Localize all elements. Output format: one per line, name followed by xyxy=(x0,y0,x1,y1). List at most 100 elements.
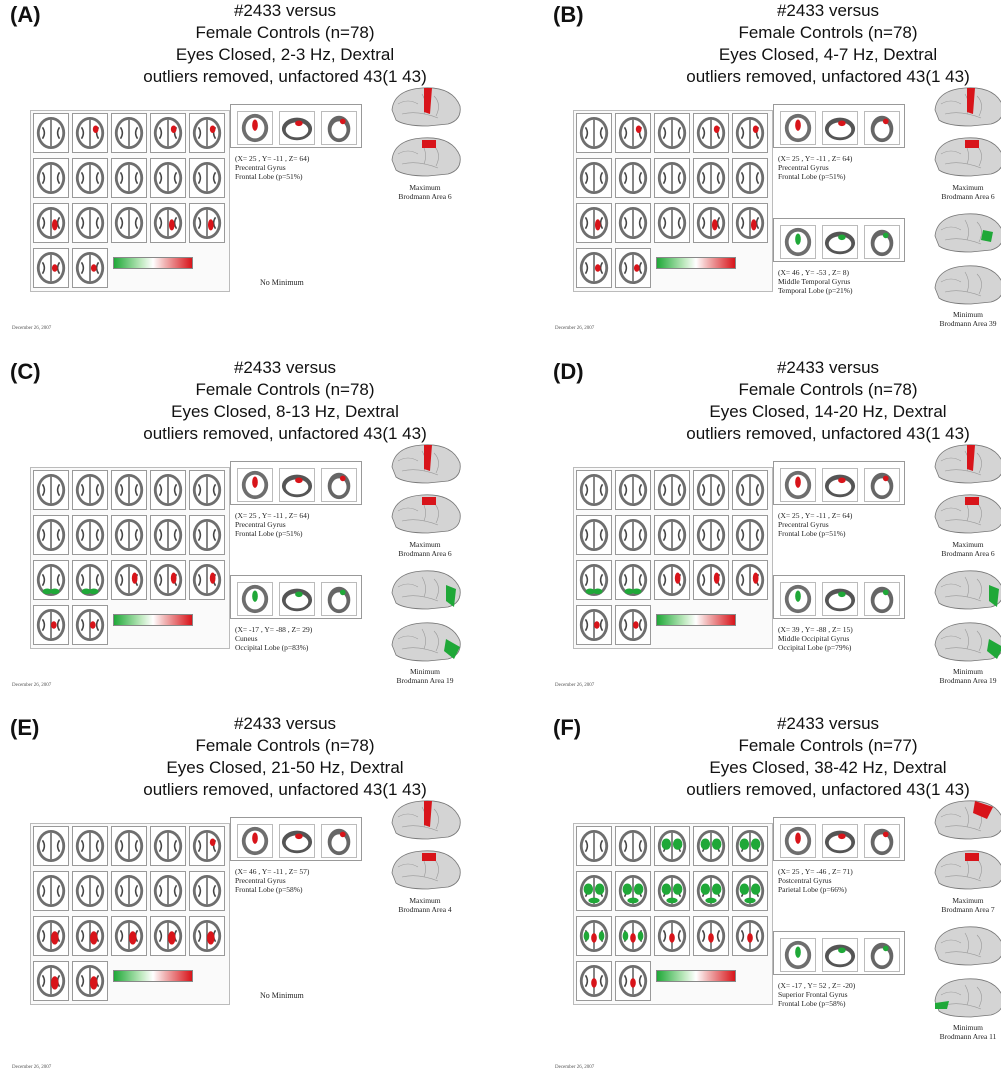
axial-brain-slice xyxy=(189,515,225,555)
axial-brain-slice xyxy=(150,158,186,198)
axial-brain-slice xyxy=(189,203,225,243)
orthogonal-views-minimum xyxy=(773,218,905,262)
brain-view xyxy=(780,938,816,972)
axial-brain-slice xyxy=(615,871,651,911)
axial-brain-slice xyxy=(72,826,108,866)
axial-brain-slice xyxy=(654,203,690,243)
maximum-location-text: (X= 25 , Y= -11 , Z= 64) Precentral Gyrus… xyxy=(778,511,852,538)
axial-brain-slice xyxy=(189,158,225,198)
axial-brain-slice xyxy=(576,560,612,600)
axial-brain-slice xyxy=(72,113,108,153)
figure-panel: (C) #2433 versus Female Controls (n=78) Eye… xyxy=(10,357,500,712)
brain-view xyxy=(237,582,273,616)
axial-brain-slice xyxy=(111,515,147,555)
cortex-medial-view xyxy=(388,619,464,665)
cortex-medial-view xyxy=(388,134,464,180)
caption-line: Maximum xyxy=(952,896,984,905)
location-line: Precentral Gyrus xyxy=(235,876,286,885)
caption-line: Brodmann Area 19 xyxy=(396,676,454,685)
panel-letter: (C) xyxy=(10,359,41,384)
axial-brain-slice xyxy=(693,470,729,510)
caption-line: Maximum xyxy=(409,540,441,549)
brain-view xyxy=(822,111,858,145)
orthogonal-views-minimum xyxy=(773,931,905,975)
panel-title: #2433 versus Female Controls (n=78) Eyes C… xyxy=(70,713,500,801)
orthogonal-views-maximum xyxy=(773,104,905,148)
minimum-location-text: (X= 39 , Y= -88 , Z= 15) Middle Occipital… xyxy=(778,625,853,652)
caption-line: Minimum xyxy=(952,1023,983,1032)
brain-view xyxy=(864,468,900,502)
cortex-medial-view xyxy=(931,975,1001,1021)
brain-view xyxy=(780,225,816,259)
date-stamp: December 26, 2007 xyxy=(12,683,52,688)
axial-brain-slice xyxy=(72,470,108,510)
axial-brain-slice xyxy=(615,113,651,153)
maximum-caption: Maximum Brodmann Area 6 xyxy=(923,183,1001,201)
brain-view xyxy=(237,111,273,145)
panel-letter: (B) xyxy=(553,2,584,27)
caption-line: Brodmann Area 6 xyxy=(398,192,452,201)
title-line: #2433 versus xyxy=(776,714,880,733)
location-line: Occipital Lobe (p=83%) xyxy=(235,643,309,652)
maximum-caption: Maximum Brodmann Area 7 xyxy=(923,896,1001,914)
brain-view xyxy=(279,824,315,858)
cortex-lateral-view xyxy=(931,567,1001,613)
cortex-medial-view xyxy=(931,491,1001,537)
cortex-medial-view xyxy=(931,134,1001,180)
cortex-medial-view xyxy=(931,847,1001,893)
figure-panel: (D) #2433 versus Female Controls (n=78) Eye… xyxy=(553,357,1001,712)
brain-view xyxy=(237,468,273,502)
cortex-medial-view xyxy=(931,619,1001,665)
panel-letter: (F) xyxy=(553,715,582,740)
title-line: Eyes Closed, 21-50 Hz, Dextral xyxy=(166,758,404,777)
axial-brain-slice xyxy=(72,248,108,288)
caption-line: Maximum xyxy=(409,183,441,192)
axial-slice-grid xyxy=(573,467,773,649)
minimum-caption: Minimum Brodmann Area 19 xyxy=(923,667,1001,685)
title-line: outliers removed, unfactored 43(1 43) xyxy=(143,780,427,799)
axial-brain-slice xyxy=(732,560,768,600)
title-line: Female Controls (n=78) xyxy=(738,380,918,399)
axial-brain-slice xyxy=(654,871,690,911)
axial-slice-grid xyxy=(30,823,230,1005)
cortex-lateral-view xyxy=(931,797,1001,843)
axial-brain-slice xyxy=(615,961,651,1001)
cortex-lateral-view xyxy=(388,567,464,613)
axial-brain-slice xyxy=(33,916,69,956)
axial-brain-slice xyxy=(654,560,690,600)
axial-brain-slice xyxy=(654,470,690,510)
axial-brain-slice xyxy=(576,961,612,1001)
axial-brain-slice xyxy=(615,826,651,866)
location-line: Precentral Gyrus xyxy=(778,520,829,529)
title-line: #2433 versus xyxy=(233,358,337,377)
minimum-location-text: (X= -17 , Y= -88 , Z= 29) Cuneus Occipital… xyxy=(235,625,312,652)
title-line: outliers removed, unfactored 43(1 43) xyxy=(686,424,970,443)
brain-view xyxy=(822,938,858,972)
axial-brain-slice xyxy=(111,871,147,911)
maximum-location-text: (X= 25 , Y= -46 , Z= 71) Postcentral Gyru… xyxy=(778,867,853,894)
date-stamp: December 26, 2007 xyxy=(555,683,595,688)
location-line: (X= 25 , Y= -11 , Z= 64) xyxy=(235,511,310,520)
maximum-location-text: (X= 25 , Y= -11 , Z= 64) Precentral Gyrus… xyxy=(235,154,309,181)
no-minimum-label: No Minimum xyxy=(260,278,304,287)
orthogonal-views-maximum xyxy=(230,817,362,861)
location-line: (X= 39 , Y= -88 , Z= 15) xyxy=(778,625,853,634)
axial-brain-slice xyxy=(576,203,612,243)
axial-brain-slice xyxy=(693,203,729,243)
cortex-lateral-view xyxy=(388,441,464,487)
panel-title: #2433 versus Female Controls (n=78) Eyes C… xyxy=(613,357,1001,445)
location-line: Postcentral Gyrus xyxy=(778,876,832,885)
location-line: Parietal Lobe (p=66%) xyxy=(778,885,847,894)
brain-view xyxy=(822,824,858,858)
axial-brain-slice xyxy=(72,871,108,911)
axial-brain-slice xyxy=(693,113,729,153)
caption-line: Minimum xyxy=(952,310,983,319)
title-line: Female Controls (n=78) xyxy=(195,23,375,42)
location-line: (X= -17 , Y= 52 , Z= -20) xyxy=(778,981,856,990)
location-line: Precentral Gyrus xyxy=(778,163,829,172)
location-line: (X= 25 , Y= -11 , Z= 64) xyxy=(778,154,853,163)
caption-line: Brodmann Area 7 xyxy=(941,905,995,914)
color-scale-bar xyxy=(656,257,736,269)
location-line: Frontal Lobe (p=58%) xyxy=(778,999,846,1008)
orthogonal-views-minimum xyxy=(773,575,905,619)
